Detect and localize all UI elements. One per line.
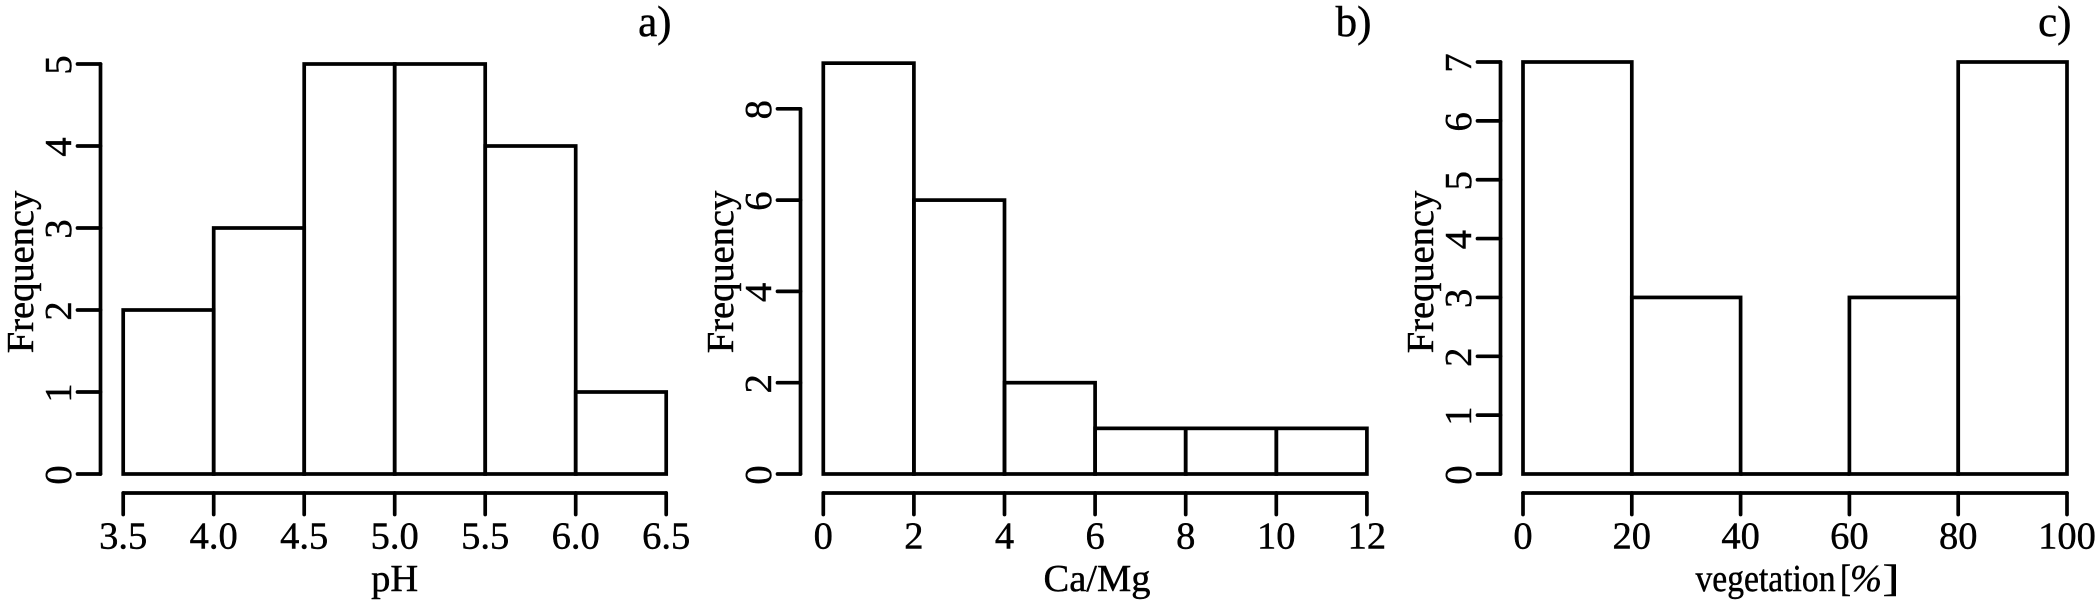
- svg-text:7: 7: [1438, 53, 1480, 72]
- svg-text:c): c): [2038, 0, 2071, 46]
- svg-text:%: %: [1850, 558, 1882, 600]
- svg-text:2: 2: [1438, 348, 1480, 367]
- svg-text:5: 5: [38, 55, 80, 74]
- svg-text:Ca/Mg: Ca/Mg: [1044, 558, 1151, 600]
- svg-text:0: 0: [738, 465, 780, 484]
- svg-text:]: ]: [1883, 558, 1900, 600]
- svg-text:10: 10: [1257, 516, 1296, 558]
- svg-text:pH: pH: [371, 558, 418, 600]
- svg-text:2: 2: [738, 374, 780, 393]
- svg-text:Frequency: Frequency: [1400, 190, 1442, 353]
- svg-text:3.5: 3.5: [99, 516, 147, 558]
- svg-text:4.0: 4.0: [190, 516, 238, 558]
- svg-text:8: 8: [738, 100, 780, 119]
- svg-text:4: 4: [738, 283, 780, 302]
- svg-text:80: 80: [1939, 516, 1978, 558]
- svg-text:6: 6: [1438, 112, 1480, 131]
- svg-text:0: 0: [1438, 465, 1480, 484]
- svg-text:1: 1: [1438, 407, 1480, 426]
- svg-text:5: 5: [1438, 171, 1480, 190]
- svg-text:6.5: 6.5: [642, 516, 690, 558]
- svg-text:5.5: 5.5: [461, 516, 509, 558]
- svg-text:6: 6: [1085, 516, 1104, 558]
- svg-text:3: 3: [38, 219, 80, 238]
- svg-text:1: 1: [38, 383, 80, 402]
- svg-text:Frequency: Frequency: [0, 190, 42, 353]
- svg-text:12: 12: [1348, 516, 1387, 558]
- svg-text:Frequency: Frequency: [700, 190, 742, 353]
- svg-text:a): a): [638, 0, 671, 46]
- svg-text:4: 4: [38, 137, 80, 156]
- svg-text:100: 100: [2038, 516, 2096, 558]
- svg-text:b): b): [1336, 0, 1372, 46]
- svg-text:8: 8: [1176, 516, 1195, 558]
- svg-text:2: 2: [904, 516, 923, 558]
- svg-text:4: 4: [1438, 230, 1480, 249]
- svg-text:vegetation: vegetation: [1696, 558, 1836, 600]
- svg-text:[: [: [1840, 558, 1851, 600]
- svg-text:6.0: 6.0: [552, 516, 600, 558]
- svg-text:20: 20: [1613, 516, 1652, 558]
- svg-text:0: 0: [1513, 516, 1532, 558]
- svg-text:40: 40: [1721, 516, 1760, 558]
- svg-text:60: 60: [1830, 516, 1869, 558]
- svg-text:4: 4: [995, 516, 1014, 558]
- svg-text:5.0: 5.0: [371, 516, 419, 558]
- svg-text:0: 0: [38, 465, 80, 484]
- svg-text:6: 6: [738, 191, 780, 210]
- svg-text:2: 2: [38, 301, 80, 320]
- svg-text:0: 0: [814, 516, 833, 558]
- svg-text:4.5: 4.5: [280, 516, 328, 558]
- svg-text:3: 3: [1438, 289, 1480, 308]
